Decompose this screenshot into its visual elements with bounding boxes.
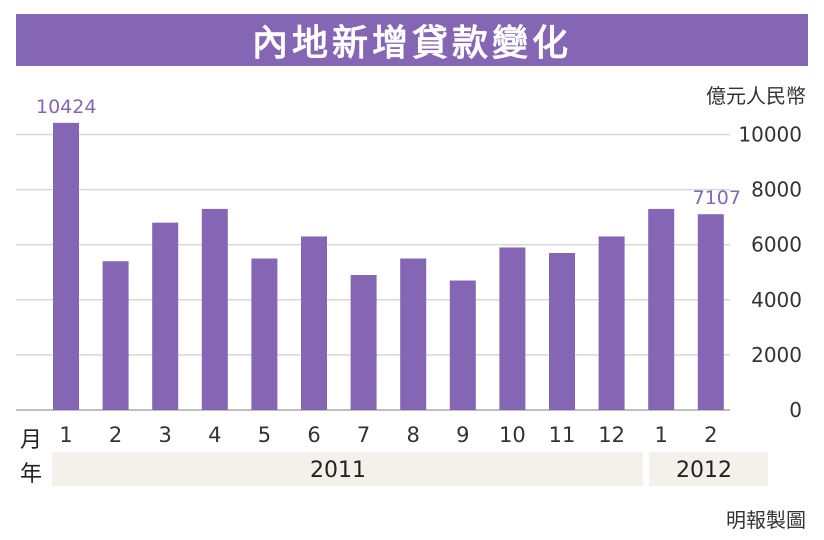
bar-2011-3 <box>152 222 179 410</box>
y-tick-label: 6000 <box>751 233 802 257</box>
chart-title-bar: 內地新增貸款變化 <box>16 14 808 66</box>
bar-2011-12 <box>598 236 625 410</box>
bar-2012-1 <box>648 208 675 410</box>
x-tick-label: 1 <box>59 423 72 447</box>
y-tick-label: 0 <box>789 398 802 422</box>
x-tick-label: 2 <box>109 423 122 447</box>
x-tick-label: 3 <box>159 423 172 447</box>
bar-2011-9 <box>449 280 476 410</box>
year-label-2011: 2011 <box>310 458 366 483</box>
x-tick-label: 9 <box>456 423 469 447</box>
year-band <box>52 452 768 486</box>
x-tick-label: 7 <box>357 423 370 447</box>
x-tick-label: 1 <box>655 423 668 447</box>
year-label-2012: 2012 <box>676 458 732 483</box>
bar-2011-1 <box>53 122 79 411</box>
bar-2011-7 <box>350 275 377 410</box>
x-tick-label: 10 <box>499 423 526 447</box>
bar-2011-4 <box>201 208 228 410</box>
x-tick-label: 5 <box>258 423 271 447</box>
source-credit: 明報製圖 <box>726 508 806 532</box>
bar-2011-8 <box>400 258 427 410</box>
year-separator <box>643 452 649 486</box>
bar-2011-11 <box>549 252 575 410</box>
month-row-label: 月 <box>20 428 43 453</box>
year-row-label: 年 <box>20 462 43 487</box>
bar-2011-10 <box>499 247 526 410</box>
data-label: 10424 <box>36 96 96 118</box>
x-tick-label: 12 <box>598 423 625 447</box>
bar-2011-5 <box>251 258 278 410</box>
y-tick-label: 2000 <box>751 343 802 367</box>
y-tick-label: 4000 <box>751 288 802 312</box>
x-tick-label: 8 <box>407 423 420 447</box>
x-tick-label: 2 <box>704 423 717 447</box>
x-tick-label: 4 <box>208 423 221 447</box>
x-tick-label: 6 <box>307 423 320 447</box>
bar-2012-2 <box>697 214 724 410</box>
bar-2011-2 <box>102 261 129 410</box>
y-tick-label: 10000 <box>738 123 802 147</box>
bar-2011-6 <box>301 236 327 410</box>
chart-title: 內地新增貸款變化 <box>251 23 572 64</box>
x-tick-label: 11 <box>549 423 576 447</box>
y-tick-label: 8000 <box>751 178 802 202</box>
data-label: 7107 <box>693 187 741 209</box>
y-axis-unit-label: 億元人民幣 <box>706 84 806 108</box>
